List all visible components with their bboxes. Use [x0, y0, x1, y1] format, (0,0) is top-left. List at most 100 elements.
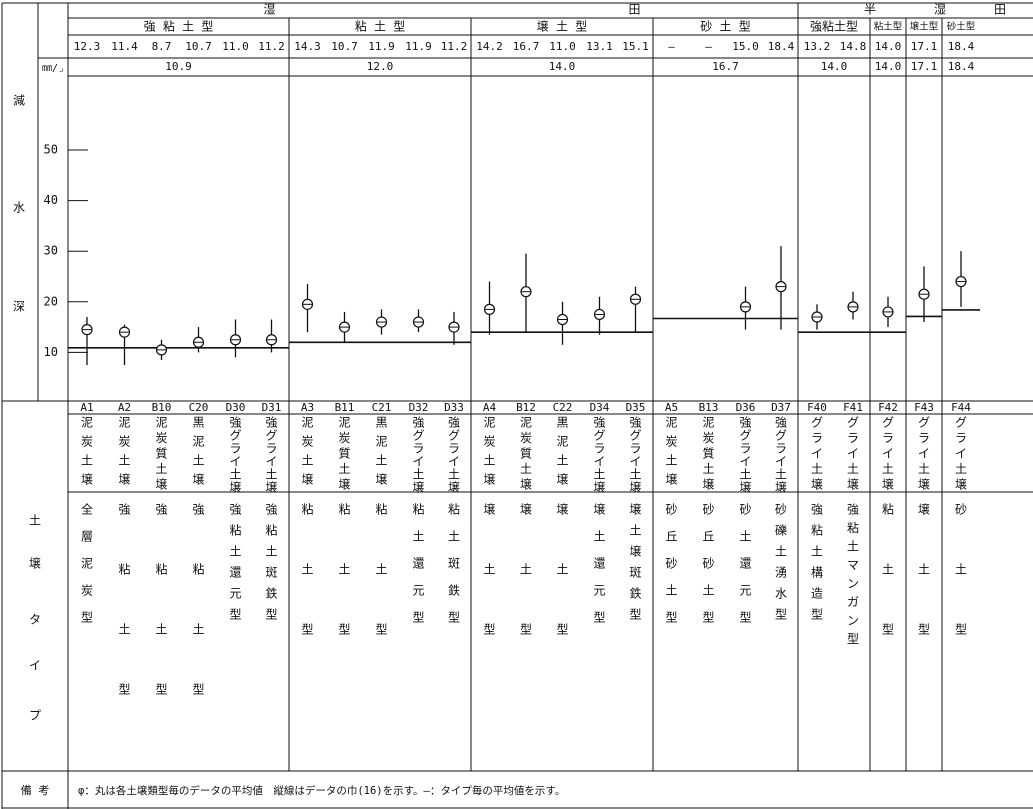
- column-value: —: [668, 40, 675, 53]
- drainage-type-char: 壌: [918, 503, 930, 517]
- column-value: 11.9: [405, 40, 432, 53]
- soil-type-char: 土: [811, 462, 823, 476]
- soil-type-char: 泥: [702, 416, 714, 430]
- drainage-type-char: 壌: [629, 545, 641, 559]
- soil-type-char: グ: [955, 416, 967, 430]
- soil-type-char: 壌: [629, 481, 641, 495]
- soil-type-char: グ: [882, 416, 894, 430]
- soil-type-char: 泥: [375, 435, 387, 449]
- column-value: —: [705, 40, 712, 53]
- soil-type-char: グ: [412, 429, 424, 443]
- header-wet: 湿: [263, 2, 275, 17]
- drainage-type-char: 造: [811, 587, 823, 601]
- soil-type-char: ラ: [448, 442, 460, 456]
- drainage-type-char: 元: [593, 584, 605, 598]
- soil-type-char: 土: [155, 462, 167, 476]
- drainage-type-char: 土: [918, 563, 930, 577]
- drainage-type-char: 土: [338, 563, 350, 577]
- drainage-type-char: 斑: [265, 566, 277, 580]
- soil-type-char: 壌: [118, 473, 130, 487]
- soil-type-char: 強: [448, 416, 460, 430]
- drainage-type-char: マ: [847, 558, 859, 572]
- soil-type-char: ラ: [847, 431, 859, 445]
- drainage-type-char: 斑: [629, 566, 641, 580]
- header-semi: 半: [864, 3, 876, 17]
- drainage-type-char: 型: [412, 611, 424, 625]
- soil-type-char: グ: [265, 429, 277, 443]
- column-code: D34: [590, 401, 610, 414]
- drainage-type-char: 型: [265, 608, 277, 622]
- drainage-type-char: 型: [155, 683, 167, 697]
- drainage-type-char: 粘: [265, 523, 277, 538]
- soil-type-char: グ: [811, 416, 823, 430]
- soil-type-char: 土: [775, 468, 787, 482]
- drainage-type-char: 土: [192, 623, 204, 637]
- drainage-type-char: 強: [847, 503, 859, 517]
- soil-type-char: グ: [593, 429, 605, 443]
- drainage-type-char: 砂: [665, 557, 677, 571]
- soil-type-char: 強: [229, 416, 241, 430]
- column-value: 13.2: [804, 40, 831, 53]
- soil-type-char: イ: [229, 455, 241, 469]
- soil-type-char: 土: [556, 454, 568, 468]
- group-label: 壌 土 型: [537, 20, 587, 34]
- soil-type-char: 土: [412, 468, 424, 482]
- column-code: D30: [226, 401, 246, 414]
- drainage-type-char: 炭: [81, 584, 93, 598]
- drainage-type-char: 土: [118, 623, 130, 637]
- drainage-type-char: 土: [448, 530, 460, 544]
- group-mean: 16.7: [712, 60, 739, 73]
- drainage-type-char: 型: [702, 611, 714, 625]
- soil-type-char: イ: [955, 447, 967, 461]
- drainage-type-char: 型: [192, 683, 204, 697]
- soil-type-char: 黒: [192, 416, 204, 430]
- soil-type-char: 壌: [229, 481, 241, 495]
- soil-type-char: 質: [702, 446, 714, 461]
- soil-type-char: 強: [629, 416, 641, 430]
- drainage-type-char: 型: [847, 632, 859, 646]
- drainage-type-char: 粘: [882, 502, 894, 517]
- drainage-type-char: 型: [882, 623, 894, 637]
- soil-type-char: ラ: [229, 442, 241, 456]
- soil-type-char: 炭: [81, 435, 93, 449]
- drainage-type-char: 砂: [665, 503, 677, 517]
- group-label: 砂土型: [947, 21, 976, 33]
- drainage-type-char: 礫: [775, 523, 787, 538]
- column-value: 10.7: [331, 40, 358, 53]
- drainage-type-char: 型: [665, 611, 677, 625]
- column-value: 12.3: [74, 40, 101, 53]
- soil-type-char: 炭: [702, 431, 714, 445]
- drainage-type-char: 粘: [229, 523, 241, 538]
- soil-type-char: 壌: [882, 478, 894, 492]
- soil-type-char: 壌: [665, 473, 677, 487]
- soil-type-char: 質: [520, 446, 532, 461]
- column-code: D33: [444, 401, 464, 414]
- column-code: F43: [914, 401, 934, 414]
- drainage-type-char: 土: [483, 563, 495, 577]
- drainage-type-char: 粘: [448, 502, 460, 517]
- column-code: B10: [152, 401, 172, 414]
- soil-type-char: 泥: [483, 416, 495, 430]
- soil-type-char: 壌: [775, 481, 787, 495]
- y-axis-title-char: 水: [13, 201, 25, 215]
- column-code: B13: [699, 401, 719, 414]
- column-value: 13.1: [586, 40, 613, 53]
- drainage-type-char: 元: [229, 587, 241, 601]
- group-label: 壌土型: [910, 21, 939, 33]
- drainage-type-char: 壌: [629, 503, 641, 517]
- soil-type-char: 炭: [155, 431, 167, 445]
- group-label: 砂 土 型: [700, 20, 750, 34]
- soil-type-char: 壌: [556, 473, 568, 487]
- header-semi-field: 田: [994, 3, 1006, 17]
- soil-type-char: 土: [301, 454, 313, 468]
- column-value: 15.0: [732, 40, 759, 53]
- y-axis-title-char: 減: [13, 93, 25, 108]
- soil-type-char: 黒: [375, 416, 387, 430]
- soil-type-char: 土: [81, 454, 93, 468]
- drainage-type-char: 強: [811, 503, 823, 517]
- drainage-type-char: 土: [556, 563, 568, 577]
- drainage-type-char: 還: [412, 557, 424, 571]
- drainage-type-char: 土: [265, 545, 277, 559]
- soil-type-char: 強: [739, 416, 751, 430]
